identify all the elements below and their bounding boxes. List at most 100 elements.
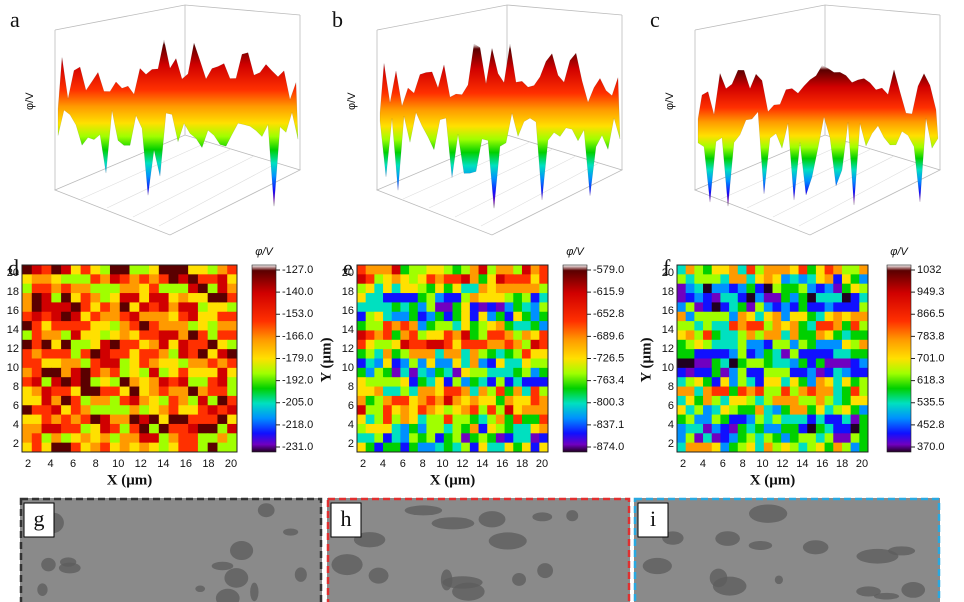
- map-cell: [207, 265, 218, 275]
- y-tick-label: 2: [13, 438, 19, 450]
- map-cell: [685, 321, 695, 331]
- map-cell: [703, 265, 713, 275]
- map-cell: [824, 265, 834, 275]
- map-cell: [772, 358, 782, 369]
- map-cell: [197, 414, 209, 425]
- map-cell: [677, 311, 687, 322]
- map-cell: [694, 433, 704, 444]
- map-cell: [70, 330, 82, 341]
- map-cell: [100, 358, 111, 369]
- map-cell: [850, 302, 860, 313]
- map-cell: [815, 377, 826, 388]
- map-cell: [100, 367, 111, 378]
- map-cell: [495, 283, 506, 294]
- map-cell: [443, 405, 453, 416]
- map-cell: [365, 321, 375, 331]
- map-cell: [521, 339, 532, 350]
- map-cell: [815, 311, 826, 322]
- sem-feature: [532, 512, 553, 522]
- grid-line: [454, 155, 577, 218]
- sem-feature: [748, 541, 773, 550]
- colorbar-tick-label: -231.0: [282, 441, 313, 453]
- map-cell: [833, 395, 843, 406]
- map-cell: [51, 321, 62, 331]
- map-cell: [119, 274, 130, 285]
- map-cell: [70, 386, 82, 397]
- map-cell: [426, 414, 436, 425]
- map-cell: [677, 423, 687, 434]
- map-cell: [677, 414, 687, 425]
- y-tick-label: 8: [668, 381, 674, 393]
- map-cell: [677, 367, 687, 378]
- map-cell: [391, 377, 401, 388]
- map-cell: [789, 405, 800, 416]
- map-cell: [495, 442, 506, 453]
- map-cell: [90, 405, 101, 416]
- map-cell: [452, 423, 462, 434]
- map-cell: [365, 386, 375, 397]
- y-tick-label: 20: [7, 267, 19, 279]
- map-cell: [815, 395, 826, 406]
- map-cell: [426, 265, 436, 275]
- map-cell: [504, 367, 514, 378]
- map-cell: [158, 302, 170, 313]
- map-cell: [374, 293, 384, 303]
- map-cell: [815, 339, 826, 350]
- map-cell: [737, 442, 747, 453]
- map-cell: [487, 377, 497, 388]
- map-cell: [139, 367, 150, 378]
- map-cell: [383, 302, 393, 313]
- map-cell: [90, 311, 101, 322]
- x-tick-label: 20: [225, 458, 237, 470]
- map-cell: [530, 293, 540, 303]
- map-cell: [452, 367, 462, 378]
- map-cell: [781, 321, 791, 331]
- map-cell: [188, 302, 199, 313]
- map-cell: [539, 395, 549, 406]
- y-tick-label: 4: [348, 419, 354, 431]
- map-cell: [90, 293, 101, 303]
- map-cell: [188, 293, 199, 303]
- map-cell: [504, 386, 514, 397]
- map-cell: [168, 442, 179, 453]
- grid-line: [80, 141, 209, 200]
- panel-label: g: [34, 506, 45, 531]
- map-cell: [109, 386, 121, 397]
- sem-image: [20, 498, 322, 602]
- panel-label: b: [332, 7, 343, 32]
- map-cell: [22, 311, 33, 322]
- map-cell: [469, 265, 480, 275]
- map-cell: [703, 293, 713, 303]
- map-cell: [227, 367, 238, 378]
- map-cell: [129, 386, 140, 397]
- map-cell: [22, 386, 33, 397]
- map-cell: [850, 423, 860, 434]
- map-cell: [729, 433, 739, 444]
- map-cell: [207, 321, 218, 331]
- map-cell: [461, 302, 471, 313]
- sem-feature: [353, 532, 386, 548]
- map-cell: [426, 367, 436, 378]
- map-cell: [119, 386, 130, 397]
- map-cell: [129, 442, 140, 453]
- colorbar-title: φ/V: [566, 246, 585, 258]
- map-cell: [383, 405, 393, 416]
- map-cell: [487, 339, 497, 350]
- map-cell: [197, 293, 209, 303]
- map-cell: [521, 293, 532, 303]
- map-cell: [824, 405, 834, 416]
- map-cell: [807, 330, 817, 341]
- map-cell: [217, 395, 228, 406]
- map-cell: [711, 293, 721, 303]
- map-cell: [487, 265, 497, 275]
- map-cell: [426, 405, 436, 416]
- map-cell: [100, 414, 111, 425]
- map-cell: [711, 442, 721, 453]
- map-cell: [417, 265, 427, 275]
- map-cell: [70, 293, 82, 303]
- panel-label: f: [663, 255, 671, 280]
- map-cell: [495, 386, 506, 397]
- map-cell: [374, 423, 384, 434]
- map-cell: [90, 433, 101, 444]
- colorbar-tick-label: -689.6: [593, 330, 624, 342]
